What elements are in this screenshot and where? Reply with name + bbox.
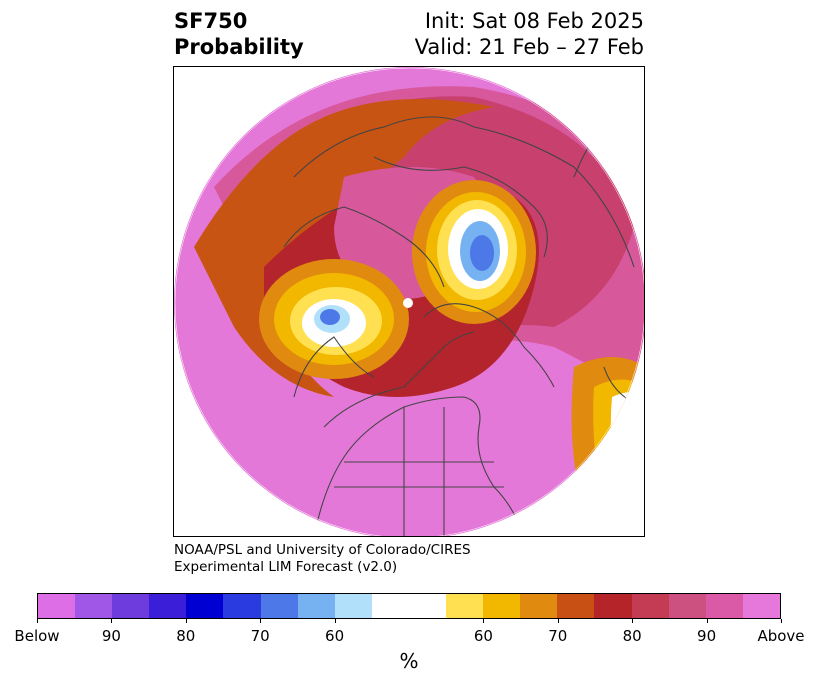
colorbar-tickmark [632, 619, 634, 623]
colorbar-segment [631, 594, 669, 618]
colorbar-tickmark [706, 619, 708, 623]
title-variable: SF750 [174, 9, 248, 33]
colorbar-tick-label: 90 [101, 627, 121, 645]
colorbar-segment [149, 594, 187, 618]
colorbar-segment [742, 594, 780, 618]
colorbar [37, 593, 781, 619]
probability-band [610, 392, 644, 536]
colorbar-segment [705, 594, 743, 618]
colorbar-segment [668, 594, 706, 618]
colorbar-tickmark [185, 619, 187, 623]
colorbar-segment [334, 594, 372, 618]
colorbar-segment [371, 594, 447, 618]
map-title: SF750 Probability [174, 8, 304, 60]
colorbar-tick-label: 70 [250, 627, 270, 645]
colorbar-tick-label: Below [14, 627, 60, 645]
colorbar-tickmark [111, 619, 113, 623]
colorbar-tick-label: Above [757, 627, 805, 645]
colorbar-tick-label: 60 [473, 627, 493, 645]
colorbar-segment [223, 594, 261, 618]
north-pole-dot [403, 298, 413, 308]
colorbar-segment [446, 594, 484, 618]
credit-text: NOAA/PSL and University of Colorado/CIRE… [174, 542, 471, 576]
title-product: Probability [174, 35, 304, 59]
colorbar-unit: % [399, 649, 419, 673]
colorbar-segment [112, 594, 150, 618]
below-anomaly-east [470, 235, 494, 271]
init-date: Init: Sat 08 Feb 2025 [424, 9, 644, 33]
credit-line-2: Experimental LIM Forecast (v2.0) [174, 559, 398, 575]
colorbar-segment [297, 594, 335, 618]
colorbar-tickmark [334, 619, 336, 623]
credit-line-1: NOAA/PSL and University of Colorado/CIRE… [174, 542, 471, 558]
polar-probability-map [173, 66, 645, 537]
colorbar-tickmark [483, 619, 485, 623]
colorbar-tick-label: 90 [697, 627, 717, 645]
colorbar-segment [483, 594, 521, 618]
colorbar-tick-label: 70 [548, 627, 568, 645]
colorbar-segment [594, 594, 632, 618]
colorbar-segment [38, 594, 76, 618]
colorbar-segment [557, 594, 595, 618]
valid-period: Valid: 21 Feb – 27 Feb [414, 35, 644, 59]
colorbar-segment [186, 594, 224, 618]
colorbar-tick-label: 60 [325, 627, 345, 645]
colorbar-tick-label: 80 [176, 627, 196, 645]
colorbar-tickmark [781, 619, 782, 623]
colorbar-segment [260, 594, 298, 618]
below-anomaly-west [320, 309, 340, 325]
forecast-dates: Init: Sat 08 Feb 2025 Valid: 21 Feb – 27… [415, 8, 644, 60]
colorbar-tick-label: 80 [622, 627, 642, 645]
map-canvas [174, 67, 644, 536]
colorbar-tickmark [37, 619, 38, 623]
colorbar-tickmark [557, 619, 559, 623]
colorbar-tickmark [260, 619, 262, 623]
colorbar-segment [520, 594, 558, 618]
colorbar-segment [75, 594, 113, 618]
